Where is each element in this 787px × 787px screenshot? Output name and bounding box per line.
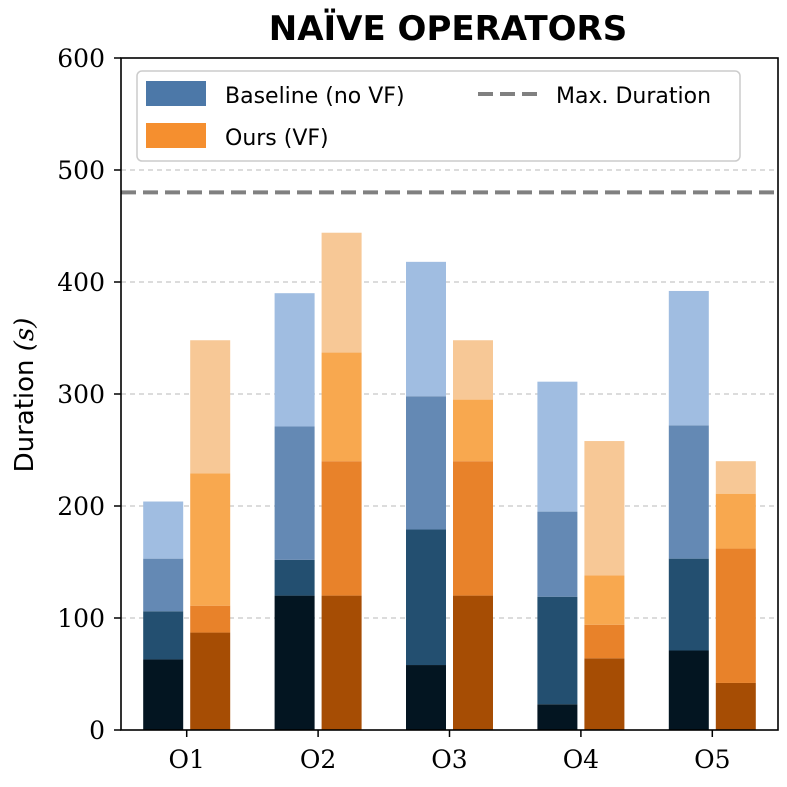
y-axis-label-var: (s) [10, 318, 40, 352]
bar-baseline-o3-seg4 [406, 261, 446, 397]
bar-ours-o5-seg1 [715, 682, 756, 730]
bar-ours-o2-seg1 [321, 595, 362, 730]
x-tick-label: O3 [431, 745, 467, 774]
x-axis: O1 O2 O3 O4 O5 [168, 730, 731, 774]
bar-baseline-o5-seg1 [668, 650, 709, 730]
bar-baseline-o2-seg1 [274, 595, 315, 730]
bar-ours-o4-seg3 [584, 575, 625, 625]
bar-baseline-o4-seg2 [537, 596, 578, 705]
bar-ours-o5-seg2 [715, 548, 756, 683]
bar-ours-o2-seg3 [321, 352, 362, 462]
legend: Baseline (no VF) Ours (VF) Max. Duration [136, 70, 741, 162]
y-tick-label: 600 [57, 44, 105, 73]
x-tick-label: O1 [168, 745, 204, 774]
bar-baseline-o5-seg3 [668, 425, 709, 559]
bar-baseline-o4-seg1 [537, 704, 578, 730]
legend-box [136, 70, 741, 162]
y-tick-label: 300 [57, 380, 105, 409]
bar-baseline-o2-seg2 [274, 559, 315, 596]
bar-baseline-o5-seg4 [668, 290, 709, 426]
y-tick-label: 400 [57, 268, 105, 297]
bar-baseline-o4-seg3 [537, 511, 578, 597]
bar-ours-o3-seg4 [453, 340, 493, 400]
bar-baseline-o3-seg3 [406, 396, 446, 530]
bar-ours-o5-seg4 [715, 461, 756, 494]
y-axis: 0 100 200 300 400 500 600 [57, 44, 121, 745]
bar-ours-o2-seg4 [321, 232, 362, 353]
bar-baseline-o2-seg4 [274, 293, 315, 427]
y-tick-label: 200 [57, 492, 105, 521]
bar-ours-o5-seg3 [715, 493, 756, 549]
bar-ours-o1-seg1 [190, 632, 231, 730]
x-tick-label: O5 [694, 745, 730, 774]
bar-ours-o4-seg1 [584, 658, 625, 730]
y-tick-label: 100 [57, 604, 105, 633]
bar-baseline-o3-seg2 [406, 529, 446, 666]
legend-max-duration-label: Max. Duration [556, 84, 711, 109]
bars [143, 232, 756, 730]
legend-ours-swatch [146, 123, 206, 148]
bar-baseline-o1-seg2 [143, 611, 184, 660]
legend-baseline-label: Baseline (no VF) [225, 84, 405, 109]
bar-ours-o4-seg4 [584, 441, 625, 576]
bar-ours-o4-seg2 [584, 624, 625, 659]
legend-ours-label: Ours (VF) [225, 126, 329, 151]
bar-ours-o3-seg1 [453, 595, 493, 730]
bar-baseline-o1-seg4 [143, 501, 184, 559]
bar-baseline-o1-seg3 [143, 558, 184, 612]
bar-ours-o3-seg2 [453, 461, 493, 596]
y-tick-label: 0 [89, 716, 105, 745]
bar-ours-o1-seg4 [190, 340, 231, 474]
x-tick-label: O4 [563, 745, 599, 774]
chart-title: NAÏVE OPERATORS [269, 8, 627, 49]
bar-baseline-o2-seg3 [274, 426, 315, 560]
legend-baseline-swatch [146, 81, 206, 106]
bar-baseline-o5-seg2 [668, 558, 709, 651]
bar-ours-o3-seg3 [453, 399, 493, 462]
bar-ours-o1-seg2 [190, 605, 231, 633]
y-tick-label: 500 [57, 156, 105, 185]
x-tick-label: O2 [300, 745, 336, 774]
y-axis-label: Duration (s) [10, 318, 40, 473]
gridlines [121, 169, 778, 619]
y-axis-label-main: Duration [10, 351, 40, 472]
bar-baseline-o3-seg1 [406, 665, 446, 730]
bar-ours-o2-seg2 [321, 461, 362, 596]
bar-ours-o1-seg3 [190, 473, 231, 606]
bar-baseline-o1-seg1 [143, 659, 184, 730]
bar-baseline-o4-seg4 [537, 381, 578, 512]
